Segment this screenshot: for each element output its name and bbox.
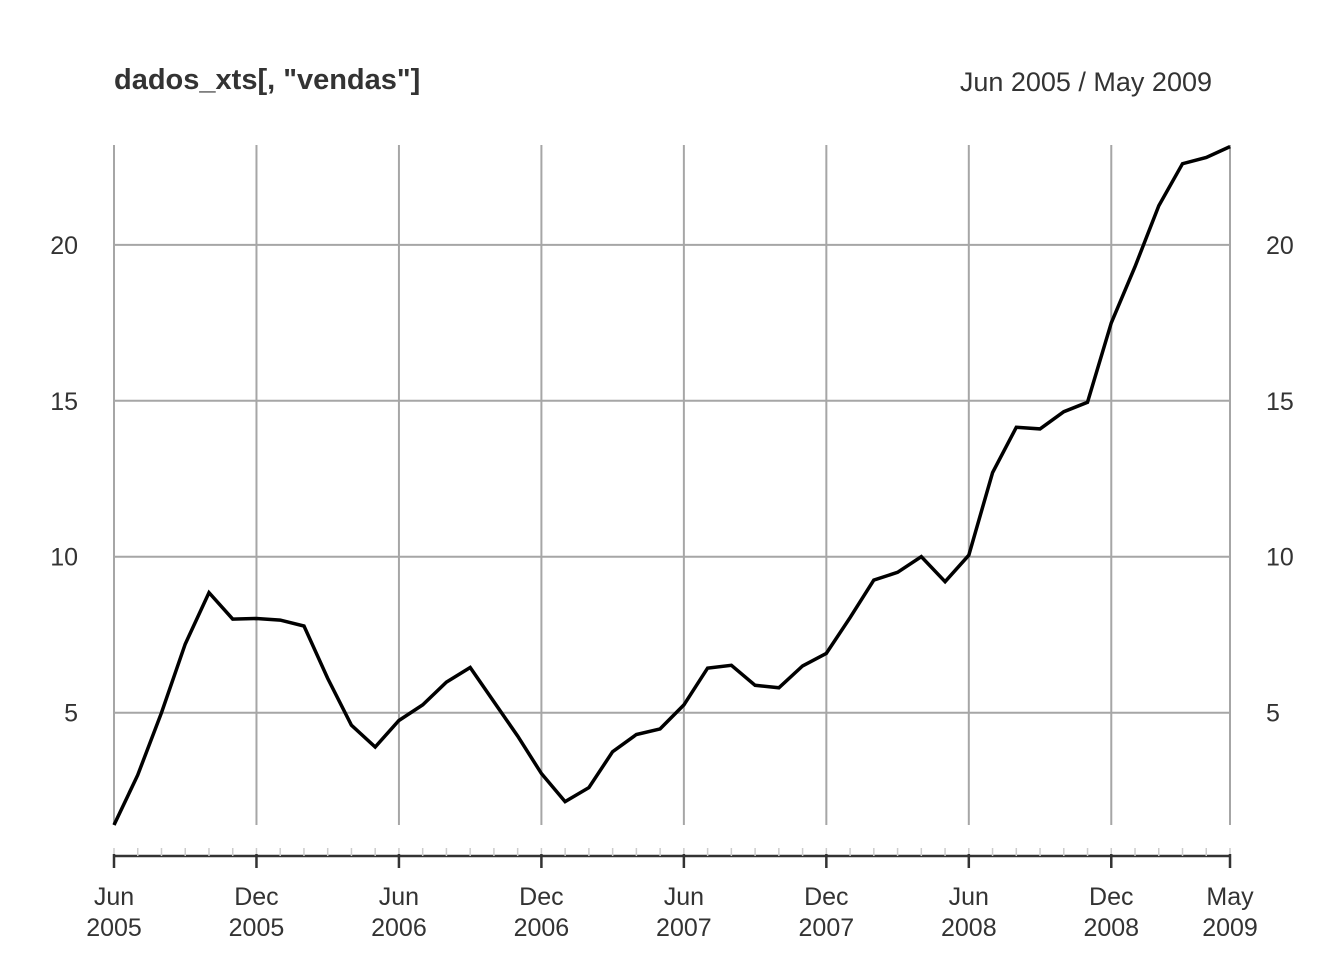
x-tick-label-year: 2006 (514, 914, 570, 942)
x-tick-label-year: 2005 (86, 914, 142, 942)
x-axis: Jun 2005 Dec 2005 Jun 2006 Dec 2006 Jun 2007 Dec 20… (86, 848, 1258, 942)
y-tick-label-left: 10 (50, 544, 78, 572)
y-tick-label-right: 15 (1266, 388, 1294, 416)
y-tick-label-left: 20 (50, 232, 78, 260)
y-tick-label-right: 20 (1266, 232, 1294, 260)
x-tick-label-month: Dec (234, 883, 278, 911)
y-tick-label-left: 5 (64, 700, 78, 728)
chart-date-range: Jun 2005 / May 2009 (959, 67, 1212, 97)
y-tick-label-right: 10 (1266, 544, 1294, 572)
y-tick-label-left: 15 (50, 388, 78, 416)
grid (113, 145, 1231, 825)
chart-title: dados_xts[, "vendas"] (114, 64, 421, 96)
y-tick-label-right: 5 (1266, 700, 1280, 728)
x-tick-label-year: 2009 (1202, 914, 1258, 942)
x-tick-label-month: May (1206, 883, 1254, 911)
x-tick-label-month: Dec (1089, 883, 1133, 911)
y-axis-right: 5 10 15 20 (1266, 232, 1294, 728)
x-tick-label-month: Dec (804, 883, 848, 911)
x-tick-label-year: 2008 (941, 914, 997, 942)
x-tick-label-month: Jun (379, 883, 419, 911)
x-tick-label-year: 2007 (656, 914, 712, 942)
x-tick-label-year: 2005 (229, 914, 285, 942)
x-tick-label-month: Jun (664, 883, 704, 911)
x-tick-label-year: 2007 (799, 914, 855, 942)
x-tick-label-year: 2008 (1083, 914, 1139, 942)
y-axis-left: 5 10 15 20 (50, 232, 78, 728)
x-tick-label-month: Dec (519, 883, 563, 911)
x-tick-label-month: Jun (94, 883, 134, 911)
series-layer (112, 145, 1231, 826)
x-tick-label-month: Jun (949, 883, 989, 911)
x-tick-label-year: 2006 (371, 914, 427, 942)
series-line (112, 145, 1231, 826)
